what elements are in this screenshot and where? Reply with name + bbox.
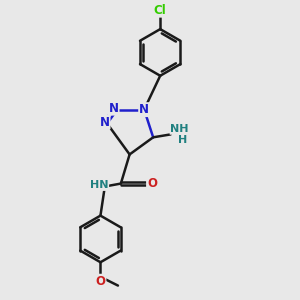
Text: N: N	[100, 116, 110, 128]
Text: N: N	[109, 102, 118, 115]
Text: H: H	[178, 135, 187, 145]
Text: O: O	[147, 177, 157, 190]
Text: N: N	[139, 103, 149, 116]
Text: HN: HN	[90, 180, 108, 190]
Text: NH: NH	[170, 124, 189, 134]
Text: Cl: Cl	[154, 4, 167, 17]
Text: O: O	[95, 275, 106, 288]
